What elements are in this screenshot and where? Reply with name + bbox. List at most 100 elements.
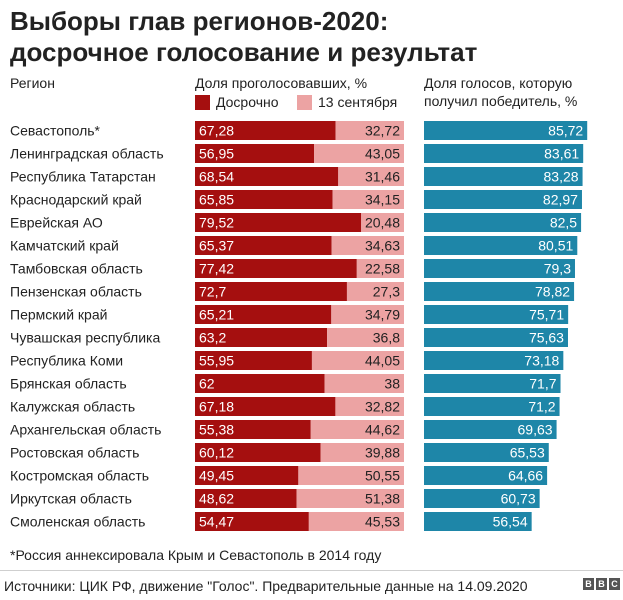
label-winner: 83,61 [544, 146, 579, 162]
label-winner: 80,51 [538, 238, 573, 254]
legend-sept13-label: 13 сентября [318, 94, 398, 110]
bar-winner [424, 190, 582, 209]
label-sept13: 34,79 [365, 307, 400, 323]
region-label: Пермский край [10, 307, 107, 323]
label-winner: 71,2 [528, 399, 555, 415]
bar-winner [424, 305, 569, 324]
bar-sept13 [324, 374, 404, 393]
label-early: 60,12 [199, 445, 234, 461]
label-winner: 69,63 [518, 422, 553, 438]
label-winner: 82,97 [543, 192, 578, 208]
region-label: Чувашская республика [10, 330, 160, 346]
bar-sept13 [331, 236, 404, 255]
bar-early [195, 213, 362, 232]
label-winner: 83,28 [544, 169, 579, 185]
label-early: 55,38 [199, 422, 234, 438]
chart-title: Выборы глав регионов-2020: досрочное гол… [10, 6, 610, 68]
label-early: 63,2 [199, 330, 226, 346]
bar-early [195, 305, 332, 324]
bar-winner [424, 282, 575, 301]
region-label: Ленинградская область [10, 146, 164, 162]
winner-header: Доля голосов, которую получил победитель… [424, 74, 577, 110]
label-winner: 85,72 [548, 123, 583, 139]
region-label: Еврейская АО [10, 215, 103, 231]
title-line-2: досрочное голосование и результат [10, 37, 478, 67]
label-sept13: 50,55 [365, 468, 400, 484]
label-sept13: 45,53 [365, 514, 400, 530]
region-label: Иркутская область [10, 491, 132, 507]
bar-early [195, 236, 332, 255]
label-winner: 56,54 [493, 514, 528, 530]
label-early: 79,52 [199, 215, 234, 231]
bar-winner [424, 489, 540, 508]
bar-winner [424, 121, 588, 140]
legend-sept13-swatch [297, 94, 312, 110]
bar-early [195, 374, 325, 393]
bar-winner [424, 374, 561, 393]
label-sept13: 32,82 [365, 399, 400, 415]
label-sept13: 34,63 [365, 238, 400, 254]
label-sept13: 43,05 [365, 146, 400, 162]
bar-winner [424, 236, 578, 255]
bar-winner [424, 328, 568, 347]
source-note: Источники: ЦИК РФ, движение "Голос". Пре… [4, 578, 528, 594]
label-sept13: 31,46 [365, 169, 400, 185]
label-sept13: 34,15 [365, 192, 400, 208]
region-label: Пензенская область [10, 284, 142, 300]
bar-early [195, 144, 315, 163]
bar-sept13 [298, 466, 404, 485]
bbc-logo-letter-2: B [596, 578, 607, 590]
bar-sept13 [332, 190, 404, 209]
legend-early-label: Досрочно [216, 94, 279, 110]
bar-sept13 [311, 351, 404, 370]
bar-sept13 [361, 213, 404, 232]
bar-early [195, 328, 328, 347]
label-winner: 75,71 [529, 307, 564, 323]
label-early: 62 [199, 376, 215, 392]
bar-chart: Севастополь* 67,28 32,72 85,72 Ленинградская… [10, 121, 588, 531]
label-early: 67,28 [199, 123, 234, 139]
bar-sept13 [335, 121, 404, 140]
legend-early: Досрочно [195, 94, 279, 110]
bar-early [195, 512, 309, 531]
bar-early [195, 489, 297, 508]
label-winner: 78,82 [535, 284, 570, 300]
label-early: 77,42 [199, 261, 234, 277]
legend-sept13: 13 сентября [297, 94, 397, 110]
label-early: 68,54 [199, 169, 234, 185]
bar-sept13 [327, 328, 404, 347]
region-label: Республика Коми [10, 353, 123, 369]
label-sept13: 22,58 [365, 261, 400, 277]
region-label: Ростовская область [10, 445, 139, 461]
bar-sept13 [310, 420, 404, 439]
label-sept13: 32,72 [365, 123, 400, 139]
title-line-1: Выборы глав регионов-2020: [10, 6, 389, 36]
label-sept13: 36,8 [373, 330, 400, 346]
bar-winner [424, 213, 582, 232]
bar-sept13 [320, 443, 404, 462]
label-winner: 65,53 [510, 445, 545, 461]
label-early: 49,45 [199, 468, 234, 484]
bar-early [195, 351, 312, 370]
bar-early [195, 259, 357, 278]
bar-winner [424, 420, 557, 439]
winner-header-line-2: получил победитель, % [424, 93, 578, 109]
region-label: Костромская область [10, 468, 149, 484]
bar-early [195, 443, 321, 462]
region-label: Камчатский край [10, 238, 119, 254]
share-voted-header: Доля проголосовавших, % [195, 75, 368, 91]
bar-early [195, 420, 311, 439]
region-label: Архангельская область [10, 422, 161, 438]
footnote: *Россия аннексировала Крым и Севастополь… [10, 547, 382, 563]
label-winner: 82,5 [550, 215, 577, 231]
label-early: 56,95 [199, 146, 234, 162]
label-winner: 60,73 [501, 491, 536, 507]
region-label: Тамбовская область [10, 261, 143, 277]
bar-winner [424, 167, 583, 186]
label-early: 55,95 [199, 353, 234, 369]
label-winner: 64,66 [508, 468, 543, 484]
label-winner: 73,18 [524, 353, 559, 369]
bar-winner [424, 259, 575, 278]
bar-early [195, 466, 299, 485]
label-early: 65,37 [199, 238, 234, 254]
